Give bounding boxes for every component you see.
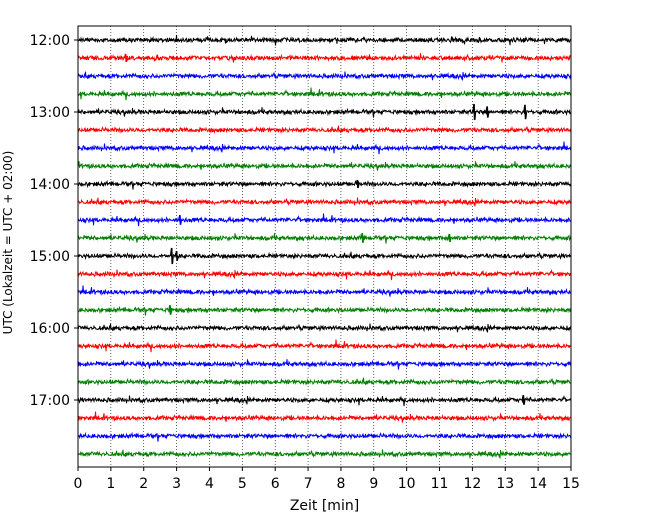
- y-tick-label: 12:00: [30, 33, 70, 49]
- x-tick-label: 8: [336, 476, 345, 492]
- y-tick-label: 16:00: [30, 321, 70, 337]
- seismic-spike: [168, 305, 173, 315]
- y-tick-label: 13:00: [30, 105, 70, 121]
- seismic-trace: [77, 411, 572, 423]
- x-tick-label: 9: [369, 476, 378, 492]
- seismic-trace: [77, 71, 572, 81]
- seismic-trace: [77, 323, 572, 333]
- x-tick-label: 13: [496, 476, 514, 492]
- seismic-spike: [472, 103, 477, 121]
- seismic-trace: [77, 213, 572, 227]
- seismic-trace: [77, 285, 572, 297]
- x-tick-label: 5: [238, 476, 247, 492]
- x-tick-label: 0: [74, 476, 83, 492]
- seismic-spike: [169, 247, 174, 265]
- x-tick-label: 14: [529, 476, 547, 492]
- seismic-trace: [77, 141, 572, 155]
- y-axis-label: UTC (Lokalzeit = UTC + 02:00): [1, 151, 15, 335]
- y-tick-label: 15:00: [30, 249, 70, 265]
- seismic-trace: [77, 53, 572, 63]
- seismic-trace: [77, 395, 572, 407]
- seismic-trace: [77, 125, 572, 135]
- seismic-spike: [123, 53, 128, 63]
- x-tick-label: 1: [106, 476, 115, 492]
- seismic-trace: [77, 269, 572, 281]
- x-axis-label: Zeit [min]: [290, 498, 359, 514]
- seismic-trace: [77, 305, 572, 316]
- y-axis-ticks: 12:00 13:00 14:00 15:00 16:00 17:00: [30, 33, 78, 409]
- seismic-trace: [77, 251, 572, 261]
- x-axis-ticks: 0 1 2 3 4 5 6 7 8 9 10 11 12 13 14 15: [74, 467, 580, 492]
- seismic-trace: [77, 179, 572, 190]
- seismic-trace: [77, 359, 572, 370]
- x-tick-label: 4: [205, 476, 214, 492]
- x-tick-label: 2: [139, 476, 148, 492]
- seismic-trace: [77, 197, 572, 207]
- x-tick-label: 12: [463, 476, 481, 492]
- seismic-trace: [77, 431, 572, 442]
- seismic-spike: [523, 104, 528, 120]
- seismic-trace: [77, 161, 572, 171]
- x-tick-label: 15: [562, 476, 580, 492]
- plot-frame: [77, 25, 572, 468]
- seismic-trace: [77, 107, 572, 118]
- seismic-spike: [447, 233, 452, 243]
- seismic-trace: [77, 233, 572, 244]
- seismic-traces: [77, 34, 572, 459]
- seismic-trace: [77, 87, 572, 101]
- y-tick-label: 14:00: [30, 177, 70, 193]
- seismic-spike: [360, 233, 365, 243]
- seismic-trace: [77, 449, 572, 459]
- x-tick-label: 10: [398, 476, 416, 492]
- x-tick-label: 11: [431, 476, 449, 492]
- y-tick-label: 17:00: [30, 393, 70, 409]
- x-tick-label: 6: [271, 476, 280, 492]
- seismic-spike: [174, 251, 179, 261]
- x-tick-label: 7: [304, 476, 313, 492]
- seismic-spike: [355, 179, 360, 189]
- seismic-spike: [521, 395, 526, 405]
- seismic-spike: [485, 106, 490, 118]
- seismic-trace: [77, 377, 572, 387]
- seismic-trace: [77, 339, 572, 353]
- x-tick-label: 3: [172, 476, 181, 492]
- seismic-spike: [178, 215, 183, 225]
- seismic-trace: [77, 34, 572, 46]
